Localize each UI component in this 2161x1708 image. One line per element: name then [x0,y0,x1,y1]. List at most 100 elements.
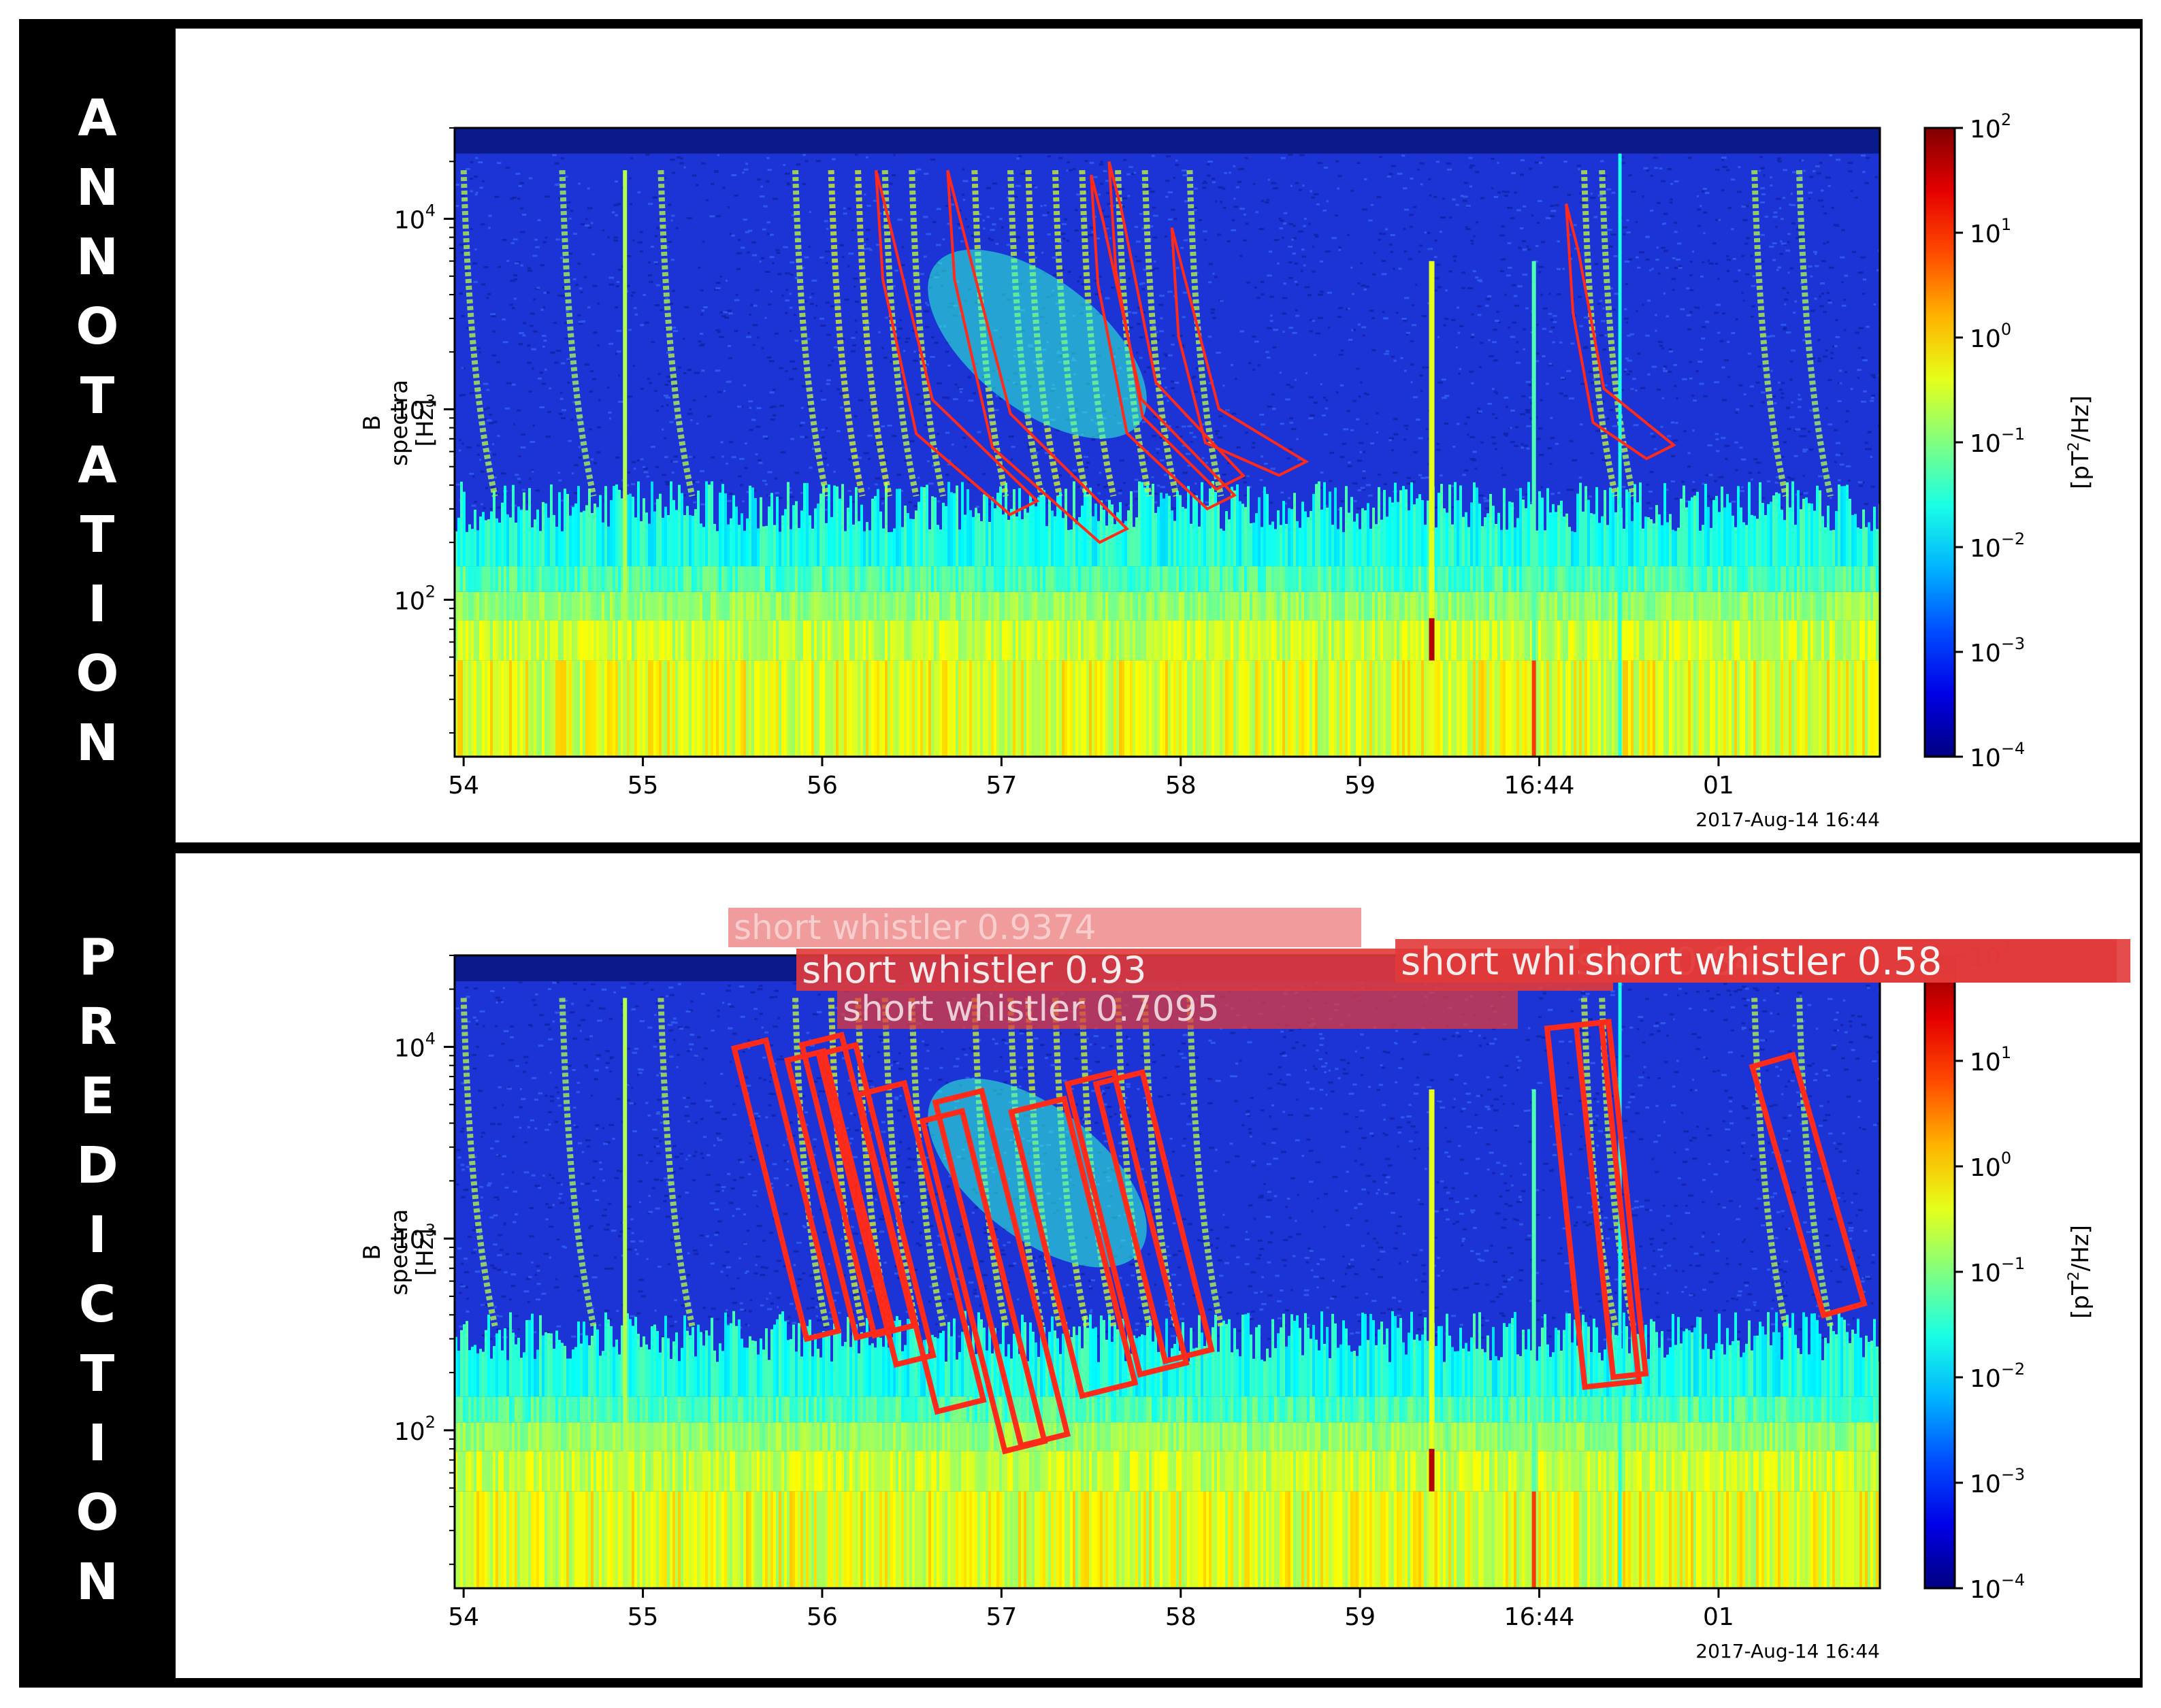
band-column [735,1422,738,1451]
band-column [1775,660,1778,757]
band-column [792,1451,795,1492]
band-column [1816,660,1819,757]
band-column [1437,1326,1440,1397]
band-column [1051,1316,1054,1397]
band-column [596,660,599,757]
band-column [1522,499,1525,567]
band-column [1851,660,1854,757]
band-column [1764,1396,1767,1423]
band-column [1135,566,1138,592]
band-column [1775,591,1778,621]
band-column [1525,1396,1527,1423]
band-column [1005,1396,1007,1423]
band-column [1718,1313,1721,1397]
band-column [1397,566,1399,592]
band-column [1484,1396,1486,1423]
band-column [1476,591,1478,621]
band-column [607,620,610,661]
band-column [1685,591,1688,621]
band-column [1748,1422,1751,1451]
band-column [1263,620,1266,661]
band-column [1623,1396,1625,1423]
band-column [667,1491,670,1588]
band-column [1435,620,1437,661]
band-column [1732,620,1734,661]
band-column [667,1451,670,1492]
band-column [1075,1422,1078,1451]
band-column [809,1396,811,1423]
band-column [1680,660,1683,757]
band-column [1538,1346,1541,1397]
band-column [553,591,555,621]
band-column [1838,1451,1840,1492]
band-column [471,1396,474,1423]
band-column [1759,620,1761,661]
band-column [474,566,476,592]
band-column [1122,523,1124,567]
band-column [504,1491,506,1588]
band-column [1854,1451,1857,1492]
band-column [888,1347,890,1397]
band-column [588,1491,591,1588]
band-column [621,498,623,567]
band-column [1655,1332,1658,1397]
band-column [501,1491,504,1588]
band-column [1737,620,1740,661]
band-column [1103,660,1105,757]
side-label-letter: A [78,89,117,148]
band-column [1024,1396,1026,1423]
band-column [1862,1357,1865,1397]
band-column [977,1422,980,1451]
band-column [735,1396,738,1423]
band-column [1647,660,1650,757]
band-column [1699,660,1702,757]
band-column [749,660,751,757]
band-column [1353,660,1356,757]
band-column [1797,1396,1800,1423]
band-column [517,591,520,621]
band-column [1623,1451,1625,1492]
band-column [1462,1451,1465,1492]
band-column [1198,526,1201,567]
band-column [1152,1451,1154,1492]
band-column [1723,591,1726,621]
band-column [1228,1422,1231,1451]
band-column [1280,660,1282,757]
band-column [1103,1451,1105,1492]
band-column [1310,1451,1312,1492]
band-column [702,1396,705,1423]
band-column [1810,566,1813,592]
band-column [1192,1451,1195,1492]
band-column [1037,1422,1040,1451]
band-column [1745,1422,1748,1451]
band-column [1152,1396,1154,1423]
band-column [474,1491,476,1588]
band-column [702,1451,705,1492]
band-column [1555,1451,1557,1492]
band-column [1484,566,1486,592]
band-column [800,1396,803,1423]
band-column [1710,566,1712,592]
band-column [1143,620,1146,661]
band-column [1740,620,1742,661]
band-column [961,1396,964,1423]
band-column [1459,1422,1462,1451]
band-column [874,591,877,621]
band-column [1206,620,1209,661]
band-column [1440,1396,1443,1423]
band-column [1734,660,1737,757]
band-column [986,591,988,621]
band-column [1489,566,1492,592]
band-column [517,1491,520,1588]
band-column [1266,494,1269,567]
band-column [1326,620,1329,661]
band-column [1707,620,1710,661]
band-column [983,566,986,592]
band-column [574,620,577,661]
band-column [1846,485,1849,567]
band-column [770,1491,773,1588]
band-column [466,1321,468,1397]
band-column [1383,660,1386,757]
band-column [1606,660,1609,757]
band-column [1840,1396,1843,1423]
